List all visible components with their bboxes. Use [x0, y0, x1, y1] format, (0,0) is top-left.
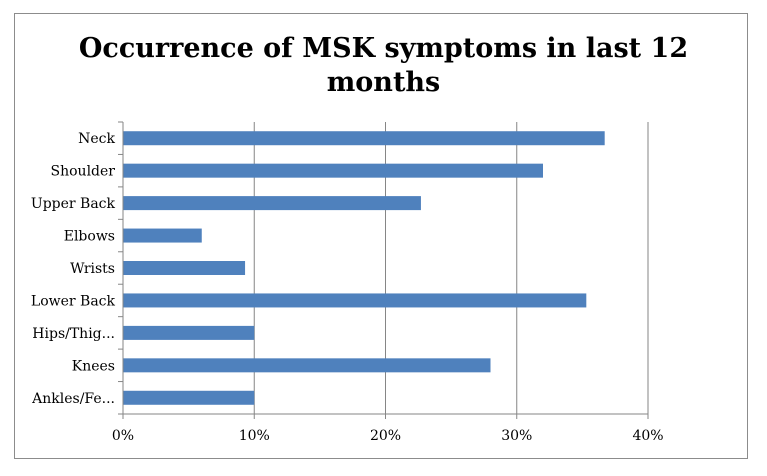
x-tick-label: 30%: [501, 428, 532, 444]
bar-ankles-fe: [123, 390, 255, 405]
bar-shoulder: [123, 163, 543, 178]
chart-title: Occurrence of MSK symptoms in last 12 mo…: [0, 32, 767, 100]
x-tick-label: 10%: [239, 428, 270, 444]
bar-wrists: [123, 261, 246, 275]
y-tick-label: Lower Back: [31, 293, 116, 309]
y-tick-label: Neck: [78, 131, 115, 147]
x-axis-labels: 0% 10% 20% 30% 40%: [112, 428, 664, 444]
bar-lower-back: [123, 293, 587, 308]
y-axis-labels: Neck Shoulder Upper Back Elbows Wrists Lower …: [31, 131, 116, 407]
bar-upper-back: [123, 196, 421, 211]
axes: [118, 121, 649, 419]
bar-knees: [123, 358, 491, 373]
bar-hips-thig: [123, 325, 255, 340]
y-tick-label: Hips/Thig...: [32, 326, 115, 342]
chart-title-line-1: Occurrence of MSK symptoms in last 12: [78, 33, 689, 64]
y-tick-label: Wrists: [70, 261, 115, 277]
y-tick-label: Upper Back: [31, 196, 116, 212]
x-tick-label: 40%: [632, 428, 663, 444]
y-tick-label: Shoulder: [51, 164, 116, 180]
x-tick-label: 20%: [370, 428, 401, 444]
y-tick-label: Ankles/Fe...: [31, 391, 115, 407]
y-tick-label: Knees: [72, 358, 115, 374]
bars: [123, 131, 605, 405]
y-tick-label: Elbows: [64, 229, 115, 245]
bar-elbows: [123, 228, 202, 243]
bar-neck: [123, 131, 605, 146]
chart-title-line-2: months: [326, 67, 441, 98]
x-tick-label: 0%: [112, 428, 134, 444]
